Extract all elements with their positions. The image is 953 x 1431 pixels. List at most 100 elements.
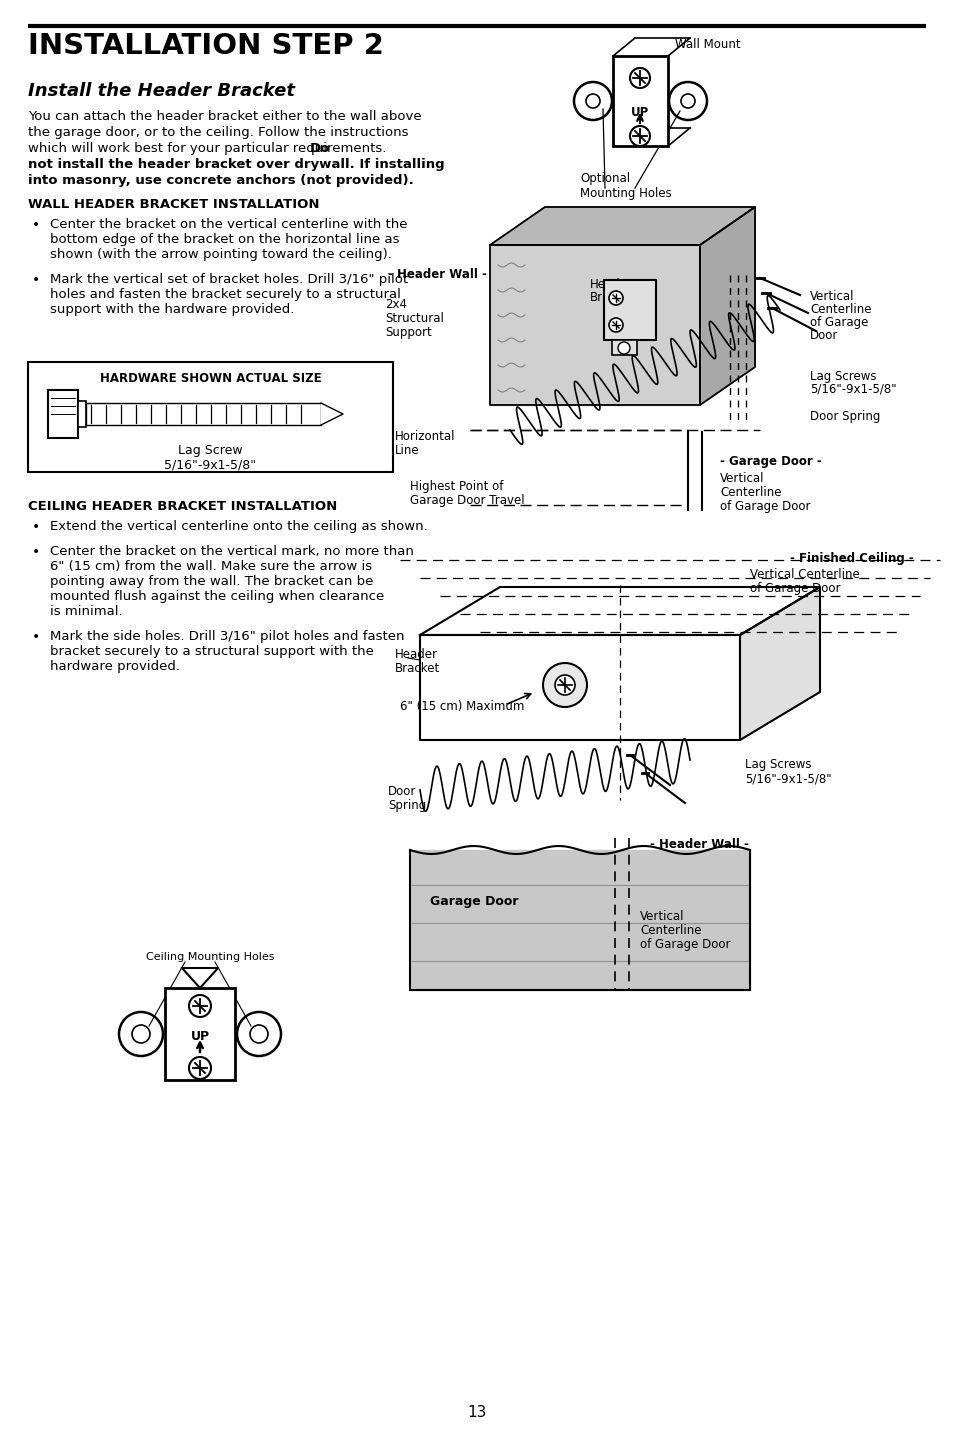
Text: Center the bracket on the vertical centerline with the: Center the bracket on the vertical cente…	[50, 218, 407, 230]
Text: Vertical Centerline: Vertical Centerline	[749, 568, 859, 581]
Text: Horizontal: Horizontal	[395, 429, 455, 444]
Text: of Garage Door: of Garage Door	[639, 937, 730, 952]
Text: Center the bracket on the vertical mark, no more than: Center the bracket on the vertical mark,…	[50, 545, 414, 558]
Text: Lag Screw
5/16"-9x1-5/8": Lag Screw 5/16"-9x1-5/8"	[164, 444, 256, 472]
Text: - Header Wall -: - Header Wall -	[388, 268, 486, 280]
Text: Centerline: Centerline	[809, 303, 871, 316]
Text: Bracket: Bracket	[589, 290, 635, 303]
Text: CEILING HEADER BRACKET INSTALLATION: CEILING HEADER BRACKET INSTALLATION	[28, 499, 337, 512]
Text: pointing away from the wall. The bracket can be: pointing away from the wall. The bracket…	[50, 575, 373, 588]
Text: Header: Header	[395, 648, 437, 661]
Polygon shape	[182, 967, 218, 987]
Text: Lag Screws: Lag Screws	[809, 371, 876, 384]
Bar	[613, 56, 667, 146]
Circle shape	[668, 82, 706, 120]
Circle shape	[608, 290, 622, 305]
Text: Line: Line	[395, 444, 419, 456]
Text: Header: Header	[589, 278, 633, 290]
Text: Optional
Mounting Holes: Optional Mounting Holes	[579, 172, 671, 200]
Text: You can attach the header bracket either to the wall above: You can attach the header bracket either…	[28, 110, 421, 123]
Bar	[48, 391, 78, 438]
Text: Door Spring: Door Spring	[809, 411, 880, 424]
Text: shown (with the arrow pointing toward the ceiling).: shown (with the arrow pointing toward th…	[50, 248, 392, 260]
Text: UP: UP	[630, 106, 648, 119]
Text: Spring: Spring	[388, 798, 426, 811]
Text: Mark the vertical set of bracket holes. Drill 3/16" pilot: Mark the vertical set of bracket holes. …	[50, 273, 408, 286]
Bar	[603, 280, 656, 341]
Text: the garage door, or to the ceiling. Follow the instructions: the garage door, or to the ceiling. Foll…	[28, 126, 408, 139]
Text: - Finished Ceiling -: - Finished Ceiling -	[789, 552, 913, 565]
Polygon shape	[490, 207, 754, 245]
Text: Ceiling Mounting Holes: Ceiling Mounting Holes	[146, 952, 274, 962]
Text: Vertical: Vertical	[639, 910, 684, 923]
Polygon shape	[419, 635, 740, 740]
Text: into masonry, use concrete anchors (not provided).: into masonry, use concrete anchors (not …	[28, 175, 414, 187]
Text: of Garage Door: of Garage Door	[749, 582, 840, 595]
Text: not install the header bracket over drywall. If installing: not install the header bracket over dryw…	[28, 157, 444, 170]
Text: Do: Do	[310, 142, 330, 155]
Bar	[78, 401, 86, 426]
Text: Door: Door	[388, 786, 416, 798]
Text: •: •	[32, 273, 40, 288]
Text: Vertical: Vertical	[809, 290, 854, 303]
Text: WALL HEADER BRACKET INSTALLATION: WALL HEADER BRACKET INSTALLATION	[28, 197, 319, 210]
Text: of Garage: of Garage	[809, 316, 867, 329]
Text: Extend the vertical centerline onto the ceiling as shown.: Extend the vertical centerline onto the …	[50, 519, 427, 532]
Circle shape	[680, 94, 695, 107]
Text: HARDWARE SHOWN ACTUAL SIZE: HARDWARE SHOWN ACTUAL SIZE	[99, 372, 321, 385]
Text: Highest Point of: Highest Point of	[410, 479, 503, 494]
Text: Garage Door: Garage Door	[430, 894, 518, 909]
Text: 6" (15 cm) Maximum: 6" (15 cm) Maximum	[399, 700, 524, 713]
Circle shape	[236, 1012, 281, 1056]
Bar	[165, 987, 234, 1080]
Polygon shape	[490, 245, 700, 405]
Text: Structural: Structural	[385, 312, 443, 325]
Text: - Garage Door -: - Garage Door -	[720, 455, 821, 468]
Text: Door: Door	[809, 329, 838, 342]
Text: of Garage Door: of Garage Door	[720, 499, 810, 512]
Text: 6" (15 cm) from the wall. Make sure the arrow is: 6" (15 cm) from the wall. Make sure the …	[50, 560, 372, 572]
Text: is minimal.: is minimal.	[50, 605, 123, 618]
Text: bracket securely to a structural support with the: bracket securely to a structural support…	[50, 645, 374, 658]
Circle shape	[618, 342, 629, 353]
Circle shape	[608, 318, 622, 332]
Text: 13: 13	[467, 1405, 486, 1420]
Polygon shape	[700, 207, 754, 405]
Polygon shape	[410, 850, 749, 990]
Text: Centerline: Centerline	[720, 487, 781, 499]
Bar	[86, 404, 320, 425]
Text: Mark the side holes. Drill 3/16" pilot holes and fasten: Mark the side holes. Drill 3/16" pilot h…	[50, 630, 404, 643]
Polygon shape	[740, 587, 820, 740]
Text: •: •	[32, 630, 40, 644]
Text: INSTALLATION STEP 2: INSTALLATION STEP 2	[28, 31, 383, 60]
Text: Vertical: Vertical	[720, 472, 763, 485]
Text: - Header Wall -: - Header Wall -	[649, 839, 748, 851]
Text: Garage Door Travel: Garage Door Travel	[410, 494, 524, 507]
Circle shape	[629, 69, 649, 87]
Polygon shape	[320, 404, 343, 425]
Text: Lag Screws: Lag Screws	[744, 758, 811, 771]
Circle shape	[542, 663, 586, 707]
Text: •: •	[32, 218, 40, 232]
Text: 2x4: 2x4	[385, 298, 407, 311]
Circle shape	[585, 94, 599, 107]
Circle shape	[250, 1025, 268, 1043]
Text: Bracket: Bracket	[395, 663, 439, 675]
Text: Install the Header Bracket: Install the Header Bracket	[28, 82, 294, 100]
Polygon shape	[419, 587, 820, 635]
Circle shape	[189, 995, 211, 1017]
Text: mounted flush against the ceiling when clearance: mounted flush against the ceiling when c…	[50, 590, 384, 602]
Text: Centerline: Centerline	[639, 924, 700, 937]
Bar	[28, 362, 393, 472]
Text: 5/16"-9x1-5/8": 5/16"-9x1-5/8"	[744, 771, 831, 786]
Text: •: •	[32, 519, 40, 534]
Text: bottom edge of the bracket on the horizontal line as: bottom edge of the bracket on the horizo…	[50, 233, 399, 246]
Bar	[612, 341, 637, 355]
Circle shape	[189, 1058, 211, 1079]
Text: •: •	[32, 545, 40, 560]
Circle shape	[132, 1025, 150, 1043]
Text: 5/16"-9x1-5/8": 5/16"-9x1-5/8"	[809, 384, 896, 396]
Text: UP: UP	[191, 1030, 210, 1043]
Circle shape	[574, 82, 612, 120]
Text: holes and fasten the bracket securely to a structural: holes and fasten the bracket securely to…	[50, 288, 400, 301]
